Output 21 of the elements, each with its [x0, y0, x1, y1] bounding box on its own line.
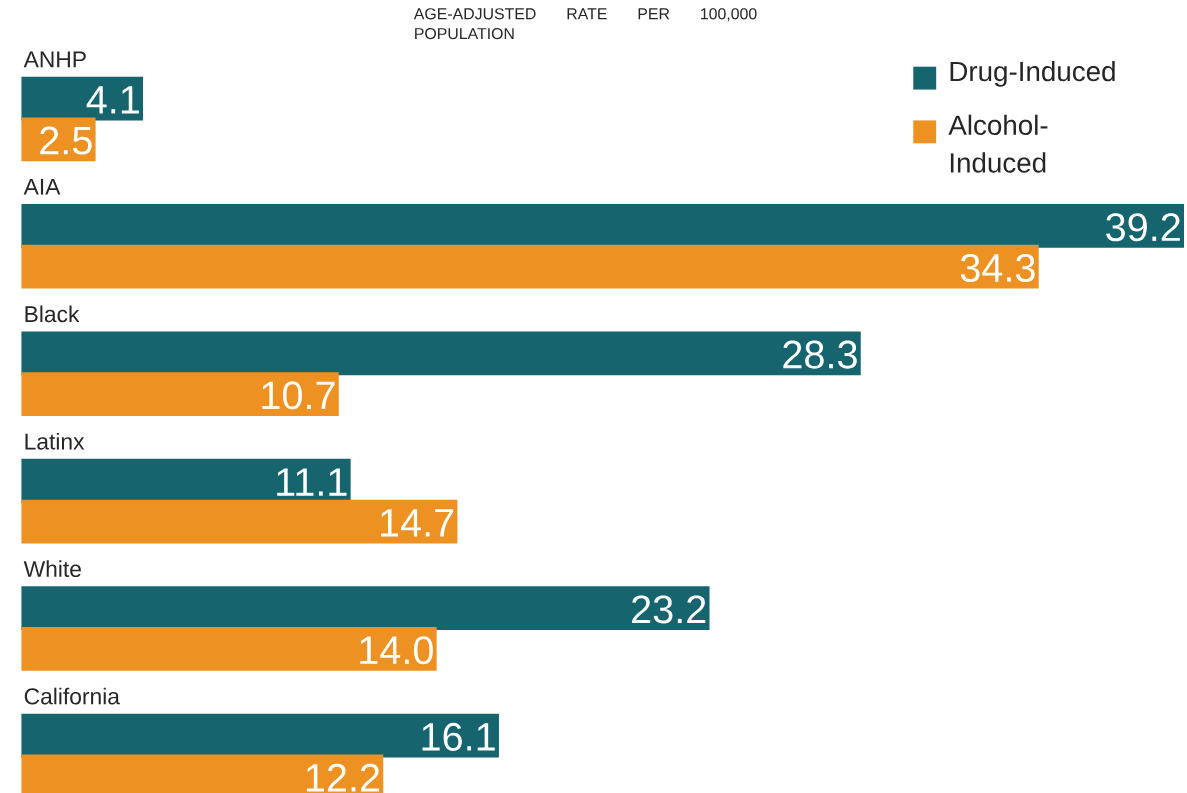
y-tick-label: California: [24, 687, 120, 705]
data-label: 16.1: [422, 722, 495, 751]
data-label: 2.5: [40, 126, 92, 155]
data-label: 23.2: [632, 595, 706, 624]
data-label: 39.2: [1106, 213, 1180, 242]
data-label: 12.2: [306, 763, 380, 792]
data-label: 14.0: [360, 636, 433, 665]
legend-label: Alcohol-Induced: [948, 114, 1048, 173]
data-label: 11.1: [277, 468, 347, 496]
data-label: 10.7: [262, 381, 335, 410]
y-tick-label: AIA: [23, 178, 61, 195]
data-label: 28.3: [783, 340, 857, 369]
y-tick-label: Latinx: [25, 432, 85, 450]
chart-title: AGE-ADJUSTED RATE PER 100,000 POPULATION: [413, 8, 757, 40]
legend-label: Drug-Induced: [950, 60, 1115, 87]
y-tick-label: ANHP: [23, 51, 86, 68]
data-label: 34.3: [960, 253, 1035, 282]
y-tick-label: Black: [25, 305, 80, 323]
y-tick-label: White: [23, 560, 81, 577]
data-label: 14.7: [381, 509, 454, 537]
data-label: 4.1: [86, 86, 139, 114]
